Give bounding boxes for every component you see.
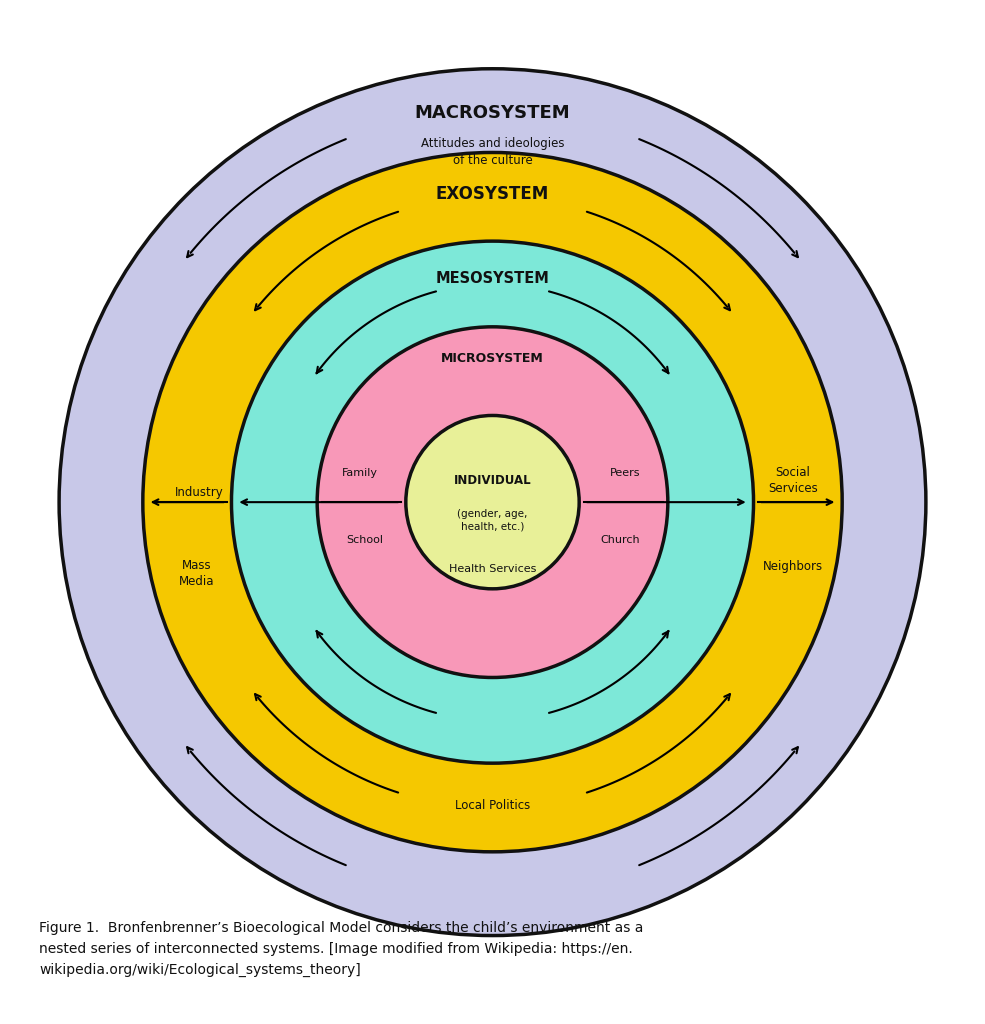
Text: Mass
Media: Mass Media (179, 558, 215, 588)
Text: Local Politics: Local Politics (455, 799, 530, 812)
Text: INDIVIDUAL: INDIVIDUAL (454, 474, 531, 487)
Text: MESOSYSTEM: MESOSYSTEM (435, 271, 550, 286)
Text: Social
Services: Social Services (768, 466, 818, 495)
Circle shape (406, 416, 579, 589)
Circle shape (59, 69, 926, 936)
Circle shape (143, 153, 842, 852)
Text: Peers: Peers (611, 468, 640, 477)
Text: Health Services: Health Services (449, 564, 536, 574)
Text: MACROSYSTEM: MACROSYSTEM (415, 104, 570, 122)
Text: Industry: Industry (174, 485, 224, 499)
Text: Neighbors: Neighbors (762, 560, 823, 572)
Circle shape (317, 327, 668, 678)
Text: Family: Family (342, 468, 377, 477)
Text: Figure 1.  Bronfenbrenner’s Bioecological Model considers the child’s environmen: Figure 1. Bronfenbrenner’s Bioecological… (39, 921, 644, 977)
Text: EXOSYSTEM: EXOSYSTEM (436, 185, 549, 203)
Text: MICROSYSTEM: MICROSYSTEM (441, 352, 544, 365)
Text: Attitudes and ideologies
of the culture: Attitudes and ideologies of the culture (421, 137, 564, 168)
Circle shape (231, 241, 754, 763)
Text: Church: Church (601, 535, 640, 545)
Text: School: School (346, 535, 383, 545)
Text: (gender, age,
health, etc.): (gender, age, health, etc.) (457, 509, 528, 531)
